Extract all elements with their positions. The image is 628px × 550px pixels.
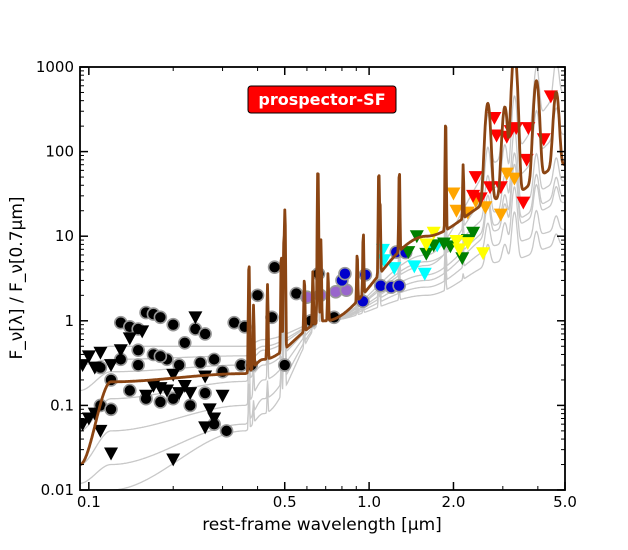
upper-limit-marker [81,350,96,364]
upper-limit-marker [417,267,432,281]
upper-limit-marker [493,208,508,222]
data-point [219,424,234,438]
upper-limit-marker [139,389,154,403]
data-point [131,358,145,372]
upper-limit-marker [207,412,222,426]
upper-limit-marker [87,361,102,375]
upper-limit-marker [93,424,108,438]
data-point [166,317,181,332]
upper-limit-marker [177,379,192,393]
upper-limit-marker [198,421,213,435]
upper-limit-marker [468,171,483,185]
data-point [104,402,118,417]
upper-limit-marker [493,181,508,195]
data-point [172,358,186,372]
chart-title: prospector-SF [258,90,385,109]
upper-limit-marker [80,359,90,373]
upper-limit-marker [455,252,470,266]
upper-limit-marker [166,453,181,467]
upper-limit-marker [507,172,522,186]
data-point [215,364,230,379]
upper-limit-marker [375,243,390,257]
x-axis-title: rest-frame wavelength [μm] [202,515,442,535]
title-badge-box [247,85,397,114]
model-spectrum-line [80,67,565,466]
upper-limit-marker [426,226,441,240]
upper-limit-marker [135,325,150,339]
upper-limit-marker [172,387,187,401]
y-tick-label: 10 [55,227,74,245]
x-tick-label: 2.0 [442,493,466,511]
y-tick-label: 1000 [36,58,74,76]
upper-limit-marker [401,246,416,260]
upper-limit-marker [409,230,424,244]
data-point [277,358,292,372]
upper-limit-marker [446,187,461,201]
x-tick-label: 5.0 [553,493,577,511]
y-tick-label: 1 [64,312,74,330]
y-axis-title: F_ν[λ] / F_ν[0.7μm] [7,196,27,359]
title-badge: prospector-SF [247,85,397,114]
axis-ticks [80,66,566,491]
upper-limit-marker [476,247,491,261]
data-point [153,395,168,409]
upper-limit-marker [419,238,434,252]
upper-limit-marker [499,167,514,181]
x-tick-label: 0.5 [273,493,297,511]
upper-limit-marker [122,332,137,346]
upper-limit-marker [516,196,531,210]
upper-limit-marker [449,234,464,248]
upper-limit-marker [478,201,493,215]
upper-limit-marker [407,260,422,274]
upper-limit-marker [419,247,434,261]
data-point [178,335,192,350]
x-tick-label: 1.0 [357,493,381,511]
upper-limit-marker [166,368,181,382]
upper-limit-marker [215,389,230,403]
upper-limit-marker [460,237,475,251]
upper-limit-marker [104,359,119,373]
upper-limit-marker [489,129,504,143]
data-point [153,349,168,364]
upper-limit-marker [387,262,402,276]
upper-limit-marker [188,311,203,325]
model-spectrum [80,67,565,466]
data-point [198,327,212,341]
y-tick-label: 100 [45,143,74,161]
upper-limit-marker [104,447,119,461]
upper-limit-marker [113,344,128,358]
data-point [153,310,168,325]
data-point [207,352,221,367]
data-point [338,266,352,281]
upper-limit-marker [202,403,217,417]
data-point [267,260,282,275]
data-point [122,383,137,398]
upper-limit-marker [449,204,464,218]
upper-limit-marker [93,346,108,360]
y-tick-label: 0.01 [41,481,74,499]
data-point [183,398,198,413]
upper-limit-marker [183,387,198,401]
data-point [250,288,265,303]
data-point [198,386,212,400]
x-tick-label: 0.1 [77,493,101,511]
data-point [131,343,145,357]
y-tick-label: 0.1 [50,396,74,414]
upper-limit-marker [452,243,467,257]
upper-limit-marker [466,226,481,240]
plot-frame [79,66,566,491]
data-point [392,278,406,293]
data-point [193,355,208,370]
upper-limit-marker [159,384,174,398]
